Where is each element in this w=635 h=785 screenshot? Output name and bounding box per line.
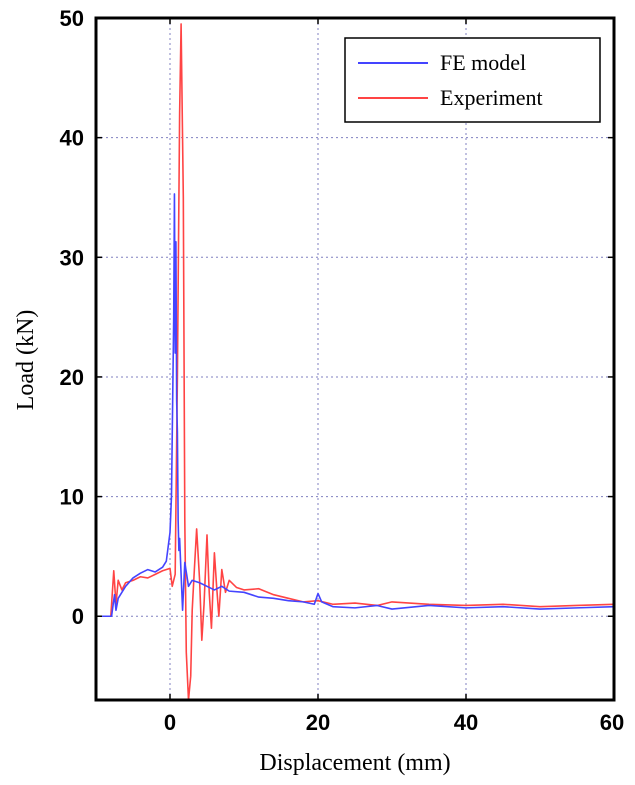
y-axis-label: Load (kN) [13,310,39,411]
legend: FE model Experiment [344,37,601,123]
x-tick-label: 40 [454,710,478,735]
y-tick-label: 20 [60,365,84,390]
y-tick-label: 40 [60,126,84,151]
x-axis-label: Displacement (mm) [259,750,450,776]
legend-label-fe-model: FE model [440,50,526,75]
ticks: 0 20 40 60 0 10 20 30 40 50 [60,6,625,735]
x-tick-label: 0 [164,710,176,735]
legend-label-experiment: Experiment [440,85,543,110]
y-tick-label: 10 [60,485,84,510]
y-tick-label: 0 [72,604,84,629]
grid [96,18,614,700]
series-line-experiment [96,23,614,700]
y-tick-label: 50 [60,6,84,31]
plot-frame [94,16,616,702]
series-layer [96,23,614,700]
x-tick-label: 20 [306,710,330,735]
series-line-fe-model [96,193,614,618]
y-tick-label: 30 [60,245,84,270]
legend-box [344,37,601,123]
x-tick-label: 60 [600,710,624,735]
